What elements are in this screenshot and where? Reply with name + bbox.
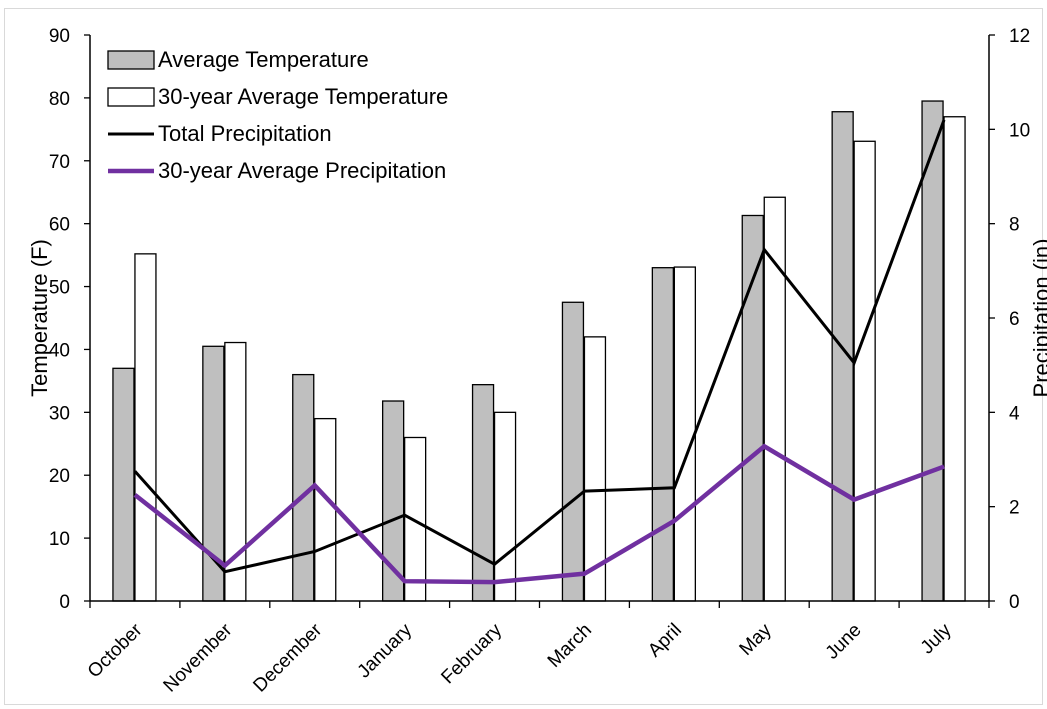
x-tick-label-october: October	[84, 619, 147, 682]
bar-average-temperature-february	[471, 384, 495, 602]
legend-swatch-average-temperature	[107, 50, 155, 70]
x-tick-label-april: April	[644, 620, 686, 662]
legend-label-average-temperature: Average Temperature	[158, 47, 369, 72]
y2-tick-label-10: 10	[1009, 120, 1030, 141]
y-tick-label-20: 20	[49, 466, 70, 487]
line-30-year-average-precipitation	[133, 443, 945, 585]
y2-tick-label-8: 8	[1009, 215, 1020, 236]
legend: Average Temperature 30-year Average Tempe…	[107, 47, 448, 183]
y2-tick-label-0: 0	[1009, 592, 1020, 613]
y2-axis-title: Precipitation (in)	[1029, 239, 1047, 398]
line-total-precipitation	[133, 119, 946, 574]
bar-30-year-average-temperature-june	[853, 140, 876, 602]
y-tick-label-40: 40	[49, 340, 70, 361]
y2-tick-label-4: 4	[1009, 403, 1020, 424]
bar-30-year-average-temperature-december	[314, 417, 337, 602]
x-tick-label-january: January	[354, 619, 417, 682]
y-axis-title: Temperature (F)	[27, 239, 52, 397]
bar-30-year-average-temperature-may	[763, 196, 786, 602]
x-tick-label-february: February	[437, 619, 506, 688]
bar-30-year-average-temperature-february	[493, 411, 517, 602]
y-tick-label-60: 60	[49, 215, 70, 236]
x-tick-label-june: June	[822, 620, 866, 664]
bar-average-temperature-july	[921, 100, 944, 602]
x-tick-label-november: November	[160, 619, 237, 696]
bar-average-temperature-march	[561, 301, 585, 602]
x-tick-label-december: December	[249, 619, 326, 696]
y-tick-label-50: 50	[49, 278, 70, 299]
y-tick-label-90: 90	[49, 26, 70, 47]
legend-label-30-year-average-temperature: 30-year Average Temperature	[158, 84, 448, 109]
y2-tick-label-2: 2	[1009, 498, 1020, 519]
bar-average-temperature-october	[112, 367, 135, 602]
y-tick-label-10: 10	[49, 529, 70, 550]
x-tick-label-march: March	[544, 620, 596, 672]
y2-tick-label-6: 6	[1009, 309, 1020, 330]
bar-average-temperature-may	[741, 214, 764, 602]
legend-label-total-precipitation: Total Precipitation	[158, 121, 332, 146]
legend-label-30-year-average-precipitation: 30-year Average Precipitation	[158, 158, 446, 183]
y-tick-label-70: 70	[49, 152, 70, 173]
x-tick-label-may: May	[736, 619, 777, 660]
y2-tick-label-12: 12	[1009, 26, 1030, 47]
bar-30-year-average-temperature-july	[943, 116, 966, 602]
bar-average-temperature-april	[651, 267, 674, 602]
y-tick-label-80: 80	[49, 89, 70, 110]
y-tick-label-30: 30	[49, 403, 70, 424]
bar-30-year-average-temperature-october	[134, 253, 157, 602]
bar-30-year-average-temperature-april	[673, 266, 696, 602]
legend-swatch-30-year-average-temperature	[107, 87, 155, 107]
x-tick-label-july: July	[917, 619, 956, 658]
y-tick-label-0: 0	[59, 592, 70, 613]
